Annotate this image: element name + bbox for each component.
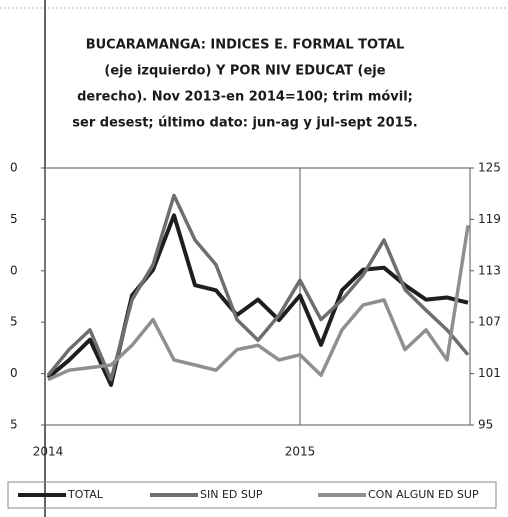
chart-title: ser desest; último dato: jun-ag y jul-se… (72, 116, 417, 131)
series-line (46, 193, 470, 382)
y-tick-label: 5 (10, 212, 18, 226)
legend-frame (7, 481, 497, 509)
y-tick-label: 0 (10, 263, 18, 277)
chart-title: (eje izquierdo) Y POR NIV EDUCAT (eje (104, 64, 385, 79)
series-line (46, 213, 469, 387)
legend-label: SIN ED SUP (200, 488, 263, 501)
y2-tick-label: 113 (478, 263, 501, 277)
legend-label: CON ALGUN ED SUP (368, 488, 479, 501)
y2-tick-label: 95 (478, 418, 493, 432)
plot-frame (44, 167, 471, 426)
y-tick-label: 0 (10, 366, 18, 380)
y-tick-label: 5 (10, 418, 18, 432)
x-tick-label: 2014 (33, 445, 64, 459)
y2-tick-label: 119 (478, 212, 501, 226)
y2-tick-label: 101 (478, 366, 501, 380)
x-tick-label: 2015 (285, 445, 316, 459)
y-tick-label: 5 (10, 315, 18, 329)
series-line (47, 225, 470, 382)
y2-tick-label: 125 (478, 161, 501, 175)
chart-title: BUCARAMANGA: INDICES E. FORMAL TOTAL (86, 38, 405, 53)
y2-tick-label: 107 (478, 315, 501, 329)
y-tick-label: 0 (10, 161, 18, 175)
legend-label: TOTAL (67, 488, 104, 501)
chart-title: derecho). Nov 2013-en 2014=100; trim móv… (77, 90, 413, 105)
